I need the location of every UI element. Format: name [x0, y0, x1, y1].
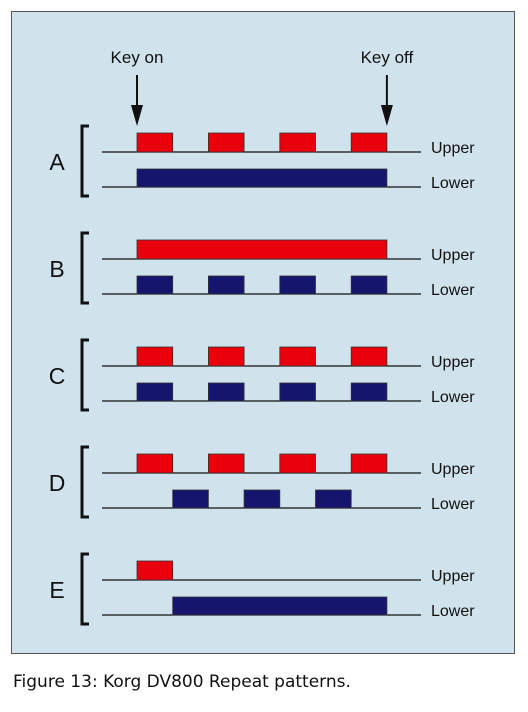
upper-note-block — [350, 132, 388, 153]
pattern-d: D Upper Lower — [49, 445, 475, 519]
upper-note-block — [136, 453, 174, 474]
pattern-bracket — [80, 231, 89, 305]
pattern-letter: A — [49, 149, 65, 175]
lower-note-block — [136, 168, 388, 188]
pattern-bracket — [80, 445, 89, 519]
pattern-bracket — [80, 124, 89, 198]
key-on-arrow-head — [131, 105, 143, 126]
pattern-letter: E — [49, 577, 64, 603]
lower-note-block — [243, 489, 281, 509]
upper-label: Upper — [431, 354, 475, 371]
upper-note-block — [207, 346, 245, 367]
repeat-patterns-diagram: Key on Key off A Upper Lower B Upper Lower C Upp… — [49, 48, 475, 626]
key-arrows: Key on Key off — [111, 48, 414, 126]
upper-note-block — [136, 132, 174, 153]
figure-panel — [11, 11, 515, 654]
lower-note-block — [279, 382, 316, 402]
upper-label: Upper — [431, 461, 475, 478]
upper-note-block — [207, 453, 245, 474]
lower-note-block — [136, 382, 174, 402]
upper-note-block — [279, 132, 316, 153]
pattern-a: A Upper Lower — [49, 124, 475, 198]
upper-note-block — [136, 560, 174, 581]
lower-note-block — [207, 275, 245, 295]
lower-note-block — [172, 596, 388, 616]
lower-note-block — [350, 382, 388, 402]
upper-note-block — [136, 346, 174, 367]
pattern-e: E Upper Lower — [49, 552, 475, 626]
lower-label: Lower — [431, 175, 475, 192]
upper-label: Upper — [431, 568, 475, 585]
key-off-arrow-head — [380, 105, 393, 126]
patterns-group: A Upper Lower B Upper Lower C Upper Lower D Upper L… — [49, 124, 475, 626]
upper-note-block — [136, 239, 388, 260]
pattern-letter: B — [49, 256, 64, 282]
upper-note-block — [279, 346, 316, 367]
pattern-b: B Upper Lower — [49, 231, 475, 305]
upper-note-block — [350, 453, 388, 474]
upper-note-block — [279, 453, 316, 474]
pattern-bracket — [80, 338, 89, 412]
lower-label: Lower — [431, 389, 475, 406]
lower-label: Lower — [431, 496, 475, 513]
lower-note-block — [350, 275, 388, 295]
upper-note-block — [207, 132, 245, 153]
pattern-letter: D — [49, 470, 66, 496]
key-off-label: Key off — [361, 48, 414, 67]
upper-label: Upper — [431, 247, 475, 264]
upper-note-block — [350, 346, 388, 367]
figure-caption: Figure 13: Korg DV800 Repeat patterns. — [13, 672, 351, 692]
pattern-letter: C — [49, 363, 66, 389]
pattern-bracket — [80, 552, 89, 626]
lower-note-block — [136, 275, 174, 295]
lower-note-block — [315, 489, 352, 509]
key-on-label: Key on — [111, 48, 164, 67]
pattern-c: C Upper Lower — [49, 338, 475, 412]
lower-note-block — [207, 382, 245, 402]
lower-note-block — [279, 275, 316, 295]
upper-label: Upper — [431, 140, 475, 157]
lower-note-block — [172, 489, 209, 509]
lower-label: Lower — [431, 282, 475, 299]
lower-label: Lower — [431, 603, 475, 620]
